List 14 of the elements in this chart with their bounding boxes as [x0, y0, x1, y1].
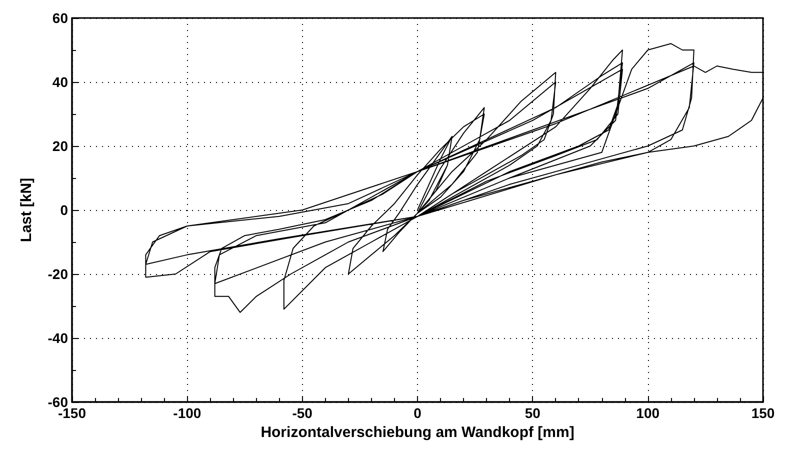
y-tick-label: -20 — [48, 266, 68, 282]
x-tick-label: -50 — [292, 405, 313, 421]
y-tick-label: 40 — [52, 74, 68, 90]
x-tick-label: -100 — [173, 405, 202, 421]
y-tick-label: 20 — [52, 138, 68, 154]
y-axis-title: Last [kN] — [18, 178, 35, 242]
y-tick-label: 0 — [60, 202, 68, 218]
y-tick-label: 60 — [52, 10, 68, 26]
x-tick-label: 100 — [636, 405, 660, 421]
x-tick-label: 50 — [524, 405, 541, 421]
y-tick-label: -40 — [48, 330, 68, 346]
x-tick-label: 150 — [751, 405, 775, 421]
x-axis-title: Horizontalverschiebung am Wandkopf [mm] — [260, 424, 574, 441]
x-tick-label: 0 — [414, 405, 422, 421]
